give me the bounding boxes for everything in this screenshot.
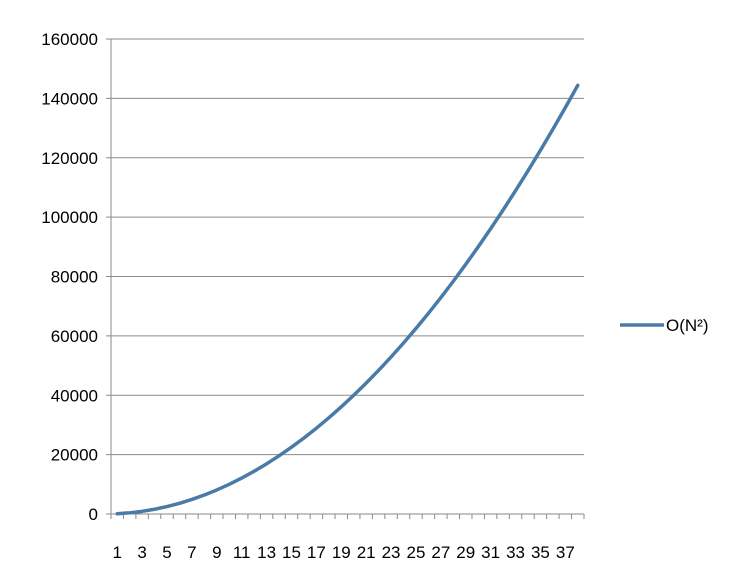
x-tick-label: 13	[257, 543, 276, 562]
x-axis-tick-labels: 1 3 5 7 9 11 13 15 17 19 21 23 25 27 29 31 33 35 37	[112, 543, 574, 562]
y-tick-label: 60000	[51, 327, 98, 346]
y-tick-label: 120000	[41, 149, 98, 168]
y-tick-label: 140000	[41, 89, 98, 108]
y-tick-label: 20000	[51, 446, 98, 465]
series-lines	[115, 83, 580, 516]
y-axis-tick-labels: 0 20000 40000 60000 80000 100000 120000 140000 1…	[41, 30, 98, 524]
x-tick-label: 21	[357, 543, 376, 562]
x-tick-label: 3	[137, 543, 146, 562]
x-tick-label: 7	[187, 543, 196, 562]
y-tick-label: 100000	[41, 208, 98, 227]
x-tick-label: 17	[307, 543, 326, 562]
x-tick-label: 1	[112, 543, 121, 562]
series-line-0	[115, 83, 580, 516]
x-tick-label: 29	[456, 543, 475, 562]
y-tick-label: 80000	[51, 268, 98, 287]
legend-label: O(N²)	[666, 316, 708, 335]
x-tick-label: 33	[506, 543, 525, 562]
x-tick-label: 11	[233, 543, 251, 562]
x-tick-label: 5	[162, 543, 171, 562]
x-tick-label: 23	[382, 543, 401, 562]
y-tick-label: 0	[89, 505, 98, 524]
axes	[106, 38, 585, 519]
x-tick-label: 27	[431, 543, 450, 562]
legend: O(N²)	[620, 316, 708, 335]
x-tick-label: 9	[212, 543, 221, 562]
x-tick-label: 31	[481, 543, 500, 562]
x-tick-label: 15	[282, 543, 301, 562]
y-tick-label: 160000	[41, 30, 98, 49]
x-tick-label: 35	[531, 543, 550, 562]
x-tick-label: 37	[556, 543, 575, 562]
x-tick-label: 19	[332, 543, 351, 562]
gridlines	[111, 38, 584, 456]
y-tick-label: 40000	[51, 386, 98, 405]
x-tick-label: 25	[406, 543, 425, 562]
